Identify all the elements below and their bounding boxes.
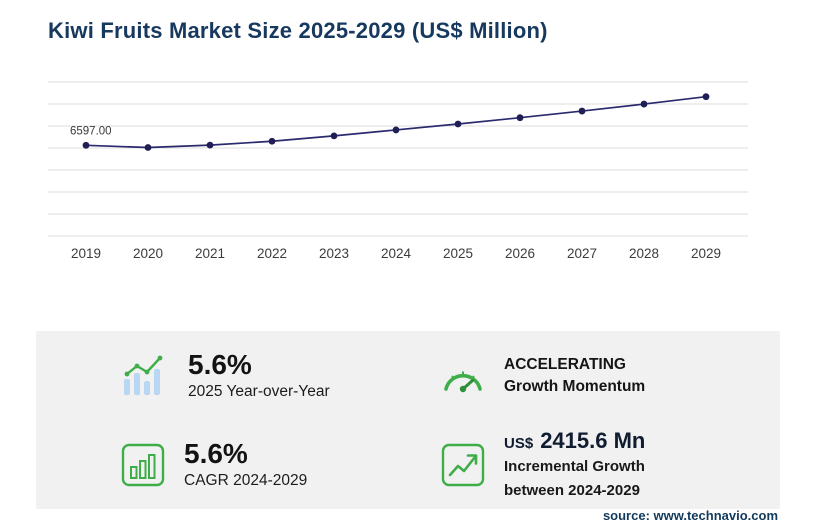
stat-momentum: ACCELERATING Growth Momentum <box>408 331 780 420</box>
data-point <box>82 141 90 149</box>
data-point <box>392 126 400 134</box>
x-tick-label: 2020 <box>133 246 163 261</box>
x-tick-label: 2023 <box>319 246 349 261</box>
x-tick-label: 2028 <box>629 246 659 261</box>
incremental-value: 2415.6 Mn <box>540 428 646 454</box>
yoy-label: 2025 Year-over-Year <box>188 383 330 401</box>
growth-arrow-box-icon <box>440 442 486 488</box>
market-size-chart: 6597.00 2019 2020 2021 2022 2023 2024 2025 2026 2… <box>48 68 748 268</box>
speedometer-icon <box>440 356 486 396</box>
market-line-chart: 6597.00 2019 2020 2021 2022 2023 2024 2025 2026 2… <box>48 81 748 261</box>
data-point <box>330 132 338 140</box>
first-point-label: 6597.00 <box>70 125 112 137</box>
incremental-currency: US$ <box>504 435 534 453</box>
source-credit: source: www.technavio.com <box>602 508 778 523</box>
data-point <box>144 144 152 151</box>
bar-chart-growth-icon <box>120 353 170 399</box>
yoy-value: 5.6% <box>188 348 252 380</box>
stat-yoy: 5.6% 2025 Year-over-Year <box>36 331 408 420</box>
data-point <box>206 141 214 149</box>
stats-panel: 5.6% 2025 Year-over-Year ACCELERATING Gr… <box>36 331 780 509</box>
x-tick-label: 2027 <box>567 246 597 261</box>
x-tick-label: 2022 <box>257 246 287 261</box>
page-title: Kiwi Fruits Market Size 2025-2029 (US$ M… <box>48 18 548 43</box>
data-point <box>702 93 710 101</box>
stat-incremental: US$ 2415.6 Mn Incremental Growth between… <box>408 420 780 509</box>
x-tick-label: 2025 <box>443 246 473 261</box>
stat-cagr: 5.6% CAGR 2024-2029 <box>36 420 408 509</box>
x-tick-label: 2024 <box>381 246 412 261</box>
cagr-label: CAGR 2024-2029 <box>184 472 308 490</box>
momentum-line-2: Growth Momentum <box>504 377 646 395</box>
data-point <box>516 114 524 122</box>
data-point <box>640 100 648 108</box>
x-tick-label: 2029 <box>691 246 721 261</box>
data-point <box>268 137 276 145</box>
boxed-bar-chart-icon <box>120 442 166 488</box>
cagr-value: 5.6% <box>184 437 248 469</box>
incremental-label-1: Incremental Growth <box>504 458 645 476</box>
momentum-line-1: ACCELERATING <box>504 355 626 373</box>
x-tick-label: 2019 <box>71 246 101 261</box>
x-tick-label: 2026 <box>505 246 535 261</box>
data-point <box>454 120 462 128</box>
incremental-label-2: between 2024-2029 <box>504 481 640 499</box>
incremental-value-row: US$ 2415.6 Mn <box>504 428 645 454</box>
data-point <box>578 107 586 115</box>
x-tick-label: 2021 <box>195 246 225 261</box>
